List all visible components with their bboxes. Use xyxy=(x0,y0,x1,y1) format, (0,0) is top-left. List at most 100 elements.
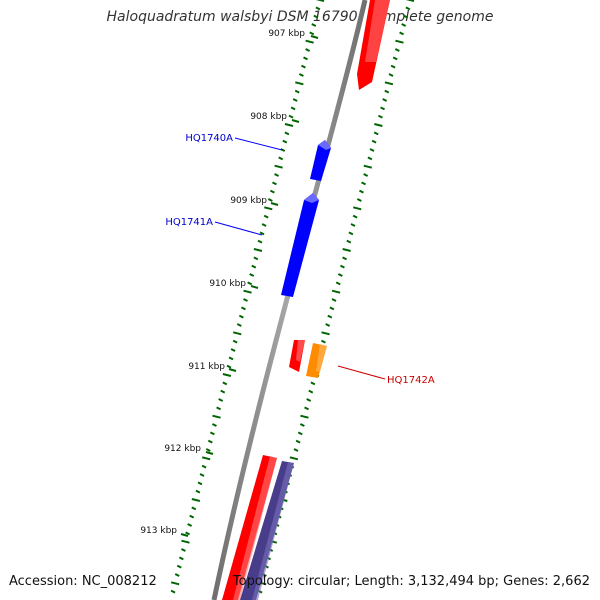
inner-tick-dash xyxy=(236,323,242,327)
outer-tick-dash xyxy=(293,448,299,452)
scale-tick-910: 910 kbp xyxy=(209,279,259,289)
gene-hq1740a[interactable] xyxy=(310,140,331,181)
inner-tick-dash xyxy=(274,173,279,177)
inner-tick-dash xyxy=(251,264,257,269)
inner-tick-dash xyxy=(259,231,265,236)
inner-tick-dash xyxy=(284,123,294,127)
outer-tick-dash xyxy=(356,198,362,202)
outer-tick-dash xyxy=(405,0,415,2)
inner-tick-dash xyxy=(309,31,315,36)
inner-tick-dash xyxy=(305,39,314,44)
inner-tick-dash xyxy=(201,464,207,469)
inner-tick-dash xyxy=(300,64,306,69)
outer-tick-dash xyxy=(342,256,348,261)
inner-tick-dash xyxy=(195,489,201,494)
scale-label-911: 911 kbp xyxy=(188,362,225,372)
scale-label-913: 913 kbp xyxy=(140,526,177,536)
outer-tick-dash xyxy=(297,431,303,436)
outer-tick-dash xyxy=(306,398,312,402)
inner-tick-dash xyxy=(178,556,184,561)
label-hq1740a[interactable]: HQ1740A xyxy=(185,133,233,144)
outer-tick-dash xyxy=(321,331,330,336)
inner-tick-dash xyxy=(290,106,296,111)
gene-features xyxy=(222,0,390,600)
inner-tick-dash xyxy=(303,56,308,61)
genome-summary: Topology: circular; Length: 3,132,494 bp… xyxy=(232,574,590,589)
scale-tick-912: 912 kbp xyxy=(164,444,214,455)
outer-tick-dash xyxy=(346,239,352,244)
inner-tick-dash xyxy=(230,348,236,352)
inner-tick-dash xyxy=(288,114,294,119)
outer-tick-dash xyxy=(380,106,386,111)
outer-tick-dash xyxy=(405,6,411,11)
inner-tick-dash xyxy=(257,239,263,244)
outer-tick-dash xyxy=(300,414,309,419)
outer-tick-dash xyxy=(342,248,351,252)
inner-tick-dash xyxy=(176,564,182,569)
gene-red-small[interactable] xyxy=(289,340,305,372)
outer-tick-dash xyxy=(384,89,390,94)
gene-red-bottom[interactable] xyxy=(222,455,277,600)
inner-tick-dash xyxy=(315,0,325,2)
inner-tick-dash xyxy=(185,531,191,536)
inner-tick-dash xyxy=(280,148,286,152)
inner-tick-dash xyxy=(253,256,259,261)
leader-line-hq1742a xyxy=(337,365,386,380)
inner-tick-dash xyxy=(313,14,319,19)
outer-tick-dash xyxy=(374,123,383,127)
accession-label: Accession: NC_008212 xyxy=(9,574,157,589)
outer-tick-dash xyxy=(373,131,379,136)
inner-tick-dash xyxy=(199,473,205,477)
outer-tick-dash xyxy=(358,189,364,194)
outer-tick-dash xyxy=(369,148,375,152)
inner-tick-dash xyxy=(232,339,238,344)
inner-tick-dash xyxy=(220,389,226,394)
inner-tick-dash xyxy=(294,89,300,94)
outer-tick-dash xyxy=(392,56,398,61)
inner-tick-dash xyxy=(238,314,244,319)
outer-tick-dash xyxy=(325,323,331,327)
gene-purple-bottom[interactable] xyxy=(240,461,294,600)
inner-tick-dash xyxy=(269,189,275,194)
gene-hq1741a[interactable] xyxy=(281,193,319,297)
inner-tick-dash xyxy=(243,298,248,302)
inner-tick-dash xyxy=(264,206,273,211)
inner-tick-dash xyxy=(315,6,321,11)
outer-tick-dash xyxy=(390,64,396,69)
inner-tick-dash xyxy=(249,273,255,277)
inner-tick-dash xyxy=(205,448,211,452)
inner-tick-dash xyxy=(284,131,290,136)
gene-red-top[interactable] xyxy=(357,0,390,90)
gene-hq1742a[interactable] xyxy=(306,343,327,378)
scale-label-908: 908 kbp xyxy=(250,112,287,122)
outer-tick-dash xyxy=(308,389,314,394)
inner-tick-dash xyxy=(298,73,304,77)
inner-tick-dash xyxy=(170,581,180,586)
outer-tick-dash xyxy=(388,73,394,77)
outer-tick-dash xyxy=(399,31,405,36)
inner-tick-dash xyxy=(209,431,215,436)
inner-tick-dash xyxy=(228,356,234,361)
scale-ticks: 907 kbp 908 kbp 909 kbp 910 kbp 911 kbp … xyxy=(140,29,319,537)
scale-label-912: 912 kbp xyxy=(164,444,201,454)
outer-tick-dash xyxy=(331,289,341,294)
outer-tick-dash xyxy=(320,339,326,344)
inner-tick-dash xyxy=(243,289,252,294)
inner-tick-dash xyxy=(222,373,232,377)
label-hq1741a[interactable]: HQ1741A xyxy=(165,217,213,228)
inner-tick-dash xyxy=(282,139,288,144)
outer-tick-dash xyxy=(304,406,310,411)
inner-tick-dash xyxy=(311,23,317,27)
scale-tick-913: 913 kbp xyxy=(140,526,189,537)
scale-tick-907: 907 kbp xyxy=(268,29,319,39)
inner-tick-dash xyxy=(261,223,267,227)
outer-tick-dash xyxy=(352,214,358,219)
inner-tick-dash xyxy=(253,248,263,252)
inner-tick-dash xyxy=(226,364,232,369)
outer-tick-dash xyxy=(403,14,409,19)
label-hq1742a[interactable]: HQ1742A xyxy=(387,375,435,386)
inner-tick-dash xyxy=(212,423,217,427)
inner-tick-dash xyxy=(189,514,195,519)
scale-label-907: 907 kbp xyxy=(268,29,305,39)
